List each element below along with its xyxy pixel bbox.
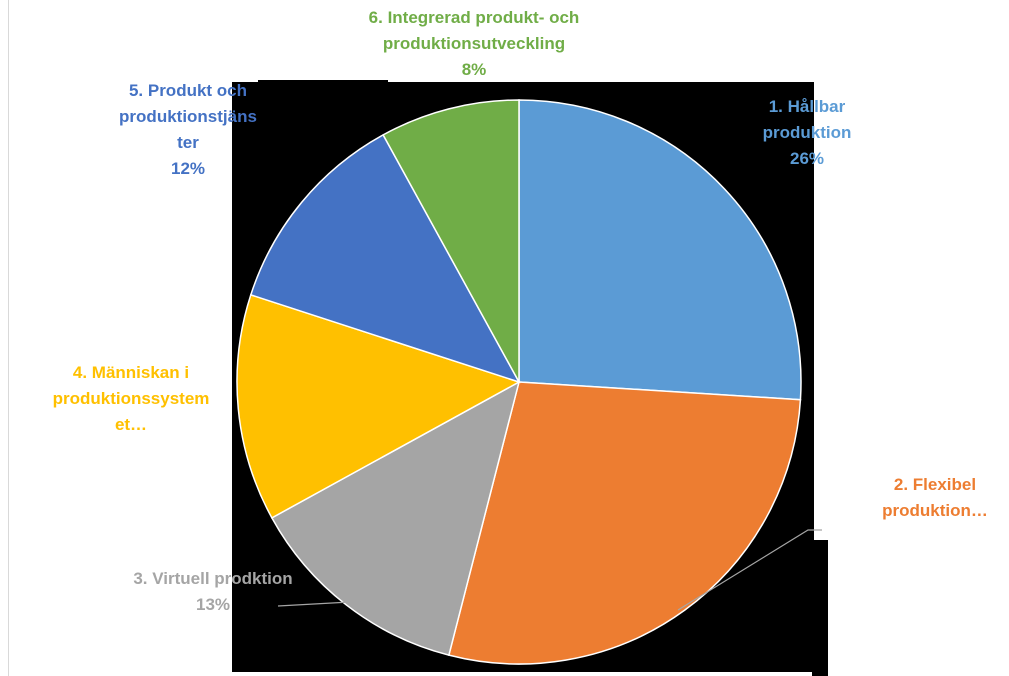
pie-slice-3 — [270, 380, 521, 657]
data-label-virtuell: 3. Virtuell prodktion 13% — [133, 569, 293, 614]
leader-line-virtuell — [277, 601, 351, 607]
pie-slice-5 — [249, 133, 521, 384]
backdrop-panel-1 — [258, 80, 388, 120]
data-label-integrerad: 6. Integrerad produkt- och produktionsut… — [368, 8, 580, 79]
pie-slice-6 — [382, 99, 520, 383]
pie-slice-4 — [236, 293, 521, 519]
leader-lines — [277, 529, 822, 611]
data-label-hallbar: 1. Hållbar produktion 26% — [762, 97, 852, 168]
pie-slice-1 — [518, 99, 802, 401]
backdrop-panel-2 — [812, 540, 828, 676]
data-label-produkt: 5. Produkt och produktionstjäns ter 12% — [119, 81, 257, 178]
chart-frame-line — [8, 0, 9, 676]
pie-slice-2 — [447, 381, 802, 665]
data-label-manniskan: 4. Människan i produktionssystem et… — [52, 363, 210, 434]
pie-slices — [236, 99, 802, 665]
leader-line-flexibel — [677, 529, 822, 611]
data-label-flexibel: 2. Flexibel produktion… — [882, 475, 988, 520]
